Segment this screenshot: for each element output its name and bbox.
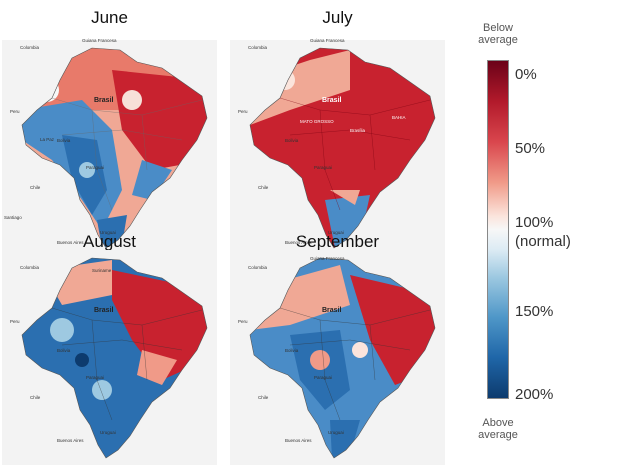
panel-title-june: June xyxy=(91,8,128,27)
label-uruguai: Uruguai xyxy=(100,430,116,435)
label-buenos-aires: Buenos Aires xyxy=(285,240,312,245)
legend-bottom-label: Above average xyxy=(478,417,518,441)
label-bolivia: Bolivia xyxy=(285,348,299,353)
label-brasil: Brasil xyxy=(322,307,342,314)
panel-title-july: July xyxy=(322,8,353,27)
label-chile: Chile xyxy=(30,185,41,190)
legend-tick-100: 100% xyxy=(515,214,554,231)
label-santiago: Santiago xyxy=(4,215,22,220)
label-buenos-aires: Buenos Aires xyxy=(285,438,312,443)
label-chile: Chile xyxy=(30,395,41,400)
label-paraguai: Paraguai xyxy=(314,375,333,380)
label-peru: Peru xyxy=(10,109,20,114)
label-paraguai: Paraguai xyxy=(314,165,333,170)
label-uruguai: Uruguai xyxy=(100,230,116,235)
label-guiana: Guiana Francesa xyxy=(310,38,345,43)
label-paraguai: Paraguai xyxy=(86,165,105,170)
label-paraguai: Paraguai xyxy=(86,375,105,380)
label-guiana: Guiana Francesa xyxy=(82,38,117,43)
legend-tick-50: 50% xyxy=(515,140,546,157)
label-chile: Chile xyxy=(258,185,269,190)
label-peru: Peru xyxy=(238,109,248,114)
map-panel-september: September Colombia Guiana Francesa Brasi… xyxy=(230,232,445,465)
label-bolivia: Bolivia xyxy=(285,138,299,143)
label-peru: Peru xyxy=(10,319,20,324)
panel-title-september: September xyxy=(295,232,380,251)
label-colombia: Colombia xyxy=(20,265,40,270)
label-mato-grosso: MATO GROSSO xyxy=(300,119,334,124)
label-brasil: Brasil xyxy=(322,97,342,104)
label-bahia: BAHIA xyxy=(392,115,406,120)
label-bolivia: Bolivia xyxy=(57,348,71,353)
label-brasil: Brasil xyxy=(94,97,114,104)
label-suriname: Suriname xyxy=(92,268,112,273)
label-chile: Chile xyxy=(258,395,269,400)
map-september xyxy=(230,250,445,465)
legend-tick-200: 200% xyxy=(515,386,554,403)
label-colombia: Colombia xyxy=(20,45,40,50)
label-peru: Peru xyxy=(238,319,248,324)
legend-tick-150: 150% xyxy=(515,303,554,320)
label-colombia: Colombia xyxy=(248,45,268,50)
label-buenos-aires: Buenos Aires xyxy=(57,438,84,443)
label-buenos-aires: Buenos Aires xyxy=(57,240,84,245)
map-august xyxy=(2,250,217,465)
map-june xyxy=(2,40,217,255)
label-colombia: Colombia xyxy=(248,265,268,270)
map-july xyxy=(230,40,445,255)
legend-tick-normal: (normal) xyxy=(515,233,571,250)
legend-top-label: Below average xyxy=(478,22,518,46)
map-panel-august: August Colombia Suriname Brasil Peru Bol… xyxy=(2,232,217,465)
label-brasilia: Brasília xyxy=(350,128,366,133)
label-la-paz: La Paz xyxy=(40,137,55,142)
label-brasil: Brasil xyxy=(94,307,114,314)
legend-tick-0: 0% xyxy=(515,66,537,83)
panel-title-august: August xyxy=(83,232,136,251)
label-guiana: Guiana Francesa xyxy=(310,256,345,261)
legend-colorbar xyxy=(487,60,509,399)
label-uruguai: Uruguai xyxy=(328,430,344,435)
map-panel-june: June Colombia Guiana Francesa xyxy=(2,8,217,255)
label-bolivia: Bolivia xyxy=(57,138,71,143)
label-uruguai: Uruguai xyxy=(328,230,344,235)
map-panel-july: July Colombia Guiana Francesa Brasil MAT… xyxy=(230,8,445,255)
